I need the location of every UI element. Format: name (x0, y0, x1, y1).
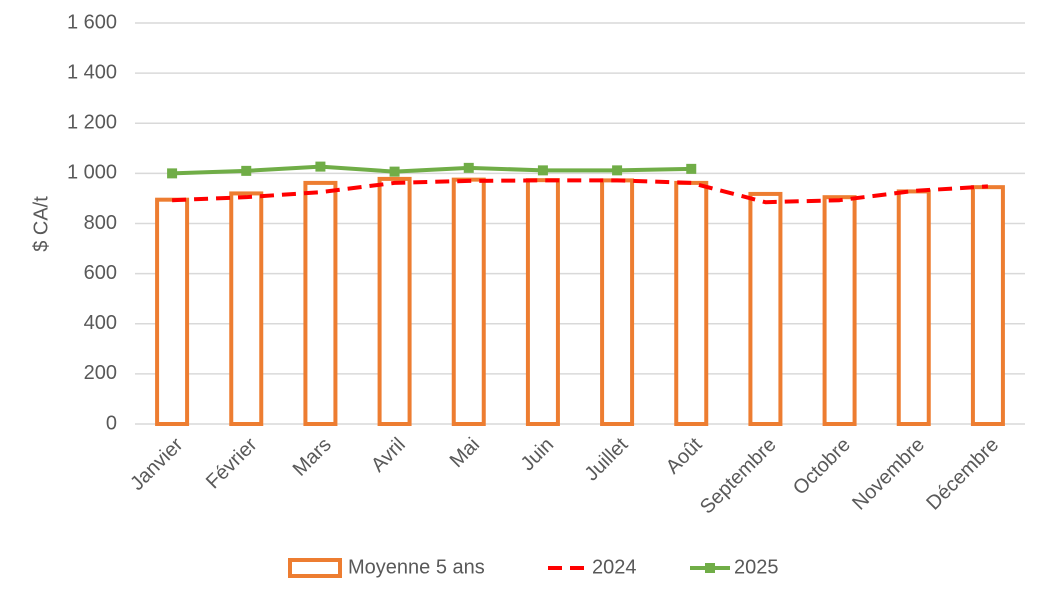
marker (463, 162, 474, 173)
bar (525, 178, 560, 426)
legend-label: 2024 (592, 556, 637, 578)
bar (377, 176, 412, 426)
marker (241, 165, 252, 176)
marker (537, 165, 548, 176)
legend-label: Moyenne 5 ans (348, 556, 485, 578)
legend-marker (705, 563, 715, 573)
x-tick-label: Octobre (789, 434, 855, 500)
x-tick-label: Juillet (581, 433, 633, 485)
y-tick-label: 600 (84, 262, 117, 284)
line (172, 178, 989, 205)
y-tick-label: 200 (84, 362, 117, 384)
x-tick-label: Janvier (126, 433, 187, 494)
x-tick-label: Août (662, 433, 707, 478)
x-tick-label: Septembre (696, 434, 781, 519)
y-tick-label: 0 (106, 412, 117, 434)
x-tick-label: Novembre (848, 434, 929, 515)
bar (970, 185, 1005, 426)
bar (451, 177, 486, 426)
bar (674, 180, 709, 426)
legend-swatch (288, 558, 342, 578)
legend-label: 2025 (734, 556, 779, 578)
y-tick-label: 800 (84, 212, 117, 234)
y-tick-label: 1 200 (67, 112, 117, 134)
y-tick-label: 1 400 (67, 61, 117, 83)
bar (229, 191, 264, 426)
bar (896, 189, 931, 426)
y-tick-label: 1 600 (67, 11, 117, 33)
y-tick-label: 1 000 (67, 162, 117, 184)
marker (612, 165, 623, 176)
bar (748, 191, 783, 426)
y-tick-label: 400 (84, 312, 117, 334)
marker (167, 168, 178, 179)
x-tick-label: Avril (367, 434, 410, 477)
x-tick-label: Décembre (922, 434, 1003, 515)
bar (155, 197, 190, 426)
marker (315, 161, 326, 172)
x-tick-label: Février (202, 433, 262, 493)
x-tick-label: Juin (517, 434, 559, 476)
bar (303, 180, 338, 426)
line (172, 164, 692, 176)
marker (686, 163, 697, 174)
bar (822, 195, 857, 426)
x-tick-label: Mars (289, 434, 336, 481)
marker (389, 166, 400, 177)
bar (600, 178, 635, 426)
y-axis-label: $ CA/t (30, 196, 52, 252)
x-tick-label: Mai (446, 434, 484, 472)
